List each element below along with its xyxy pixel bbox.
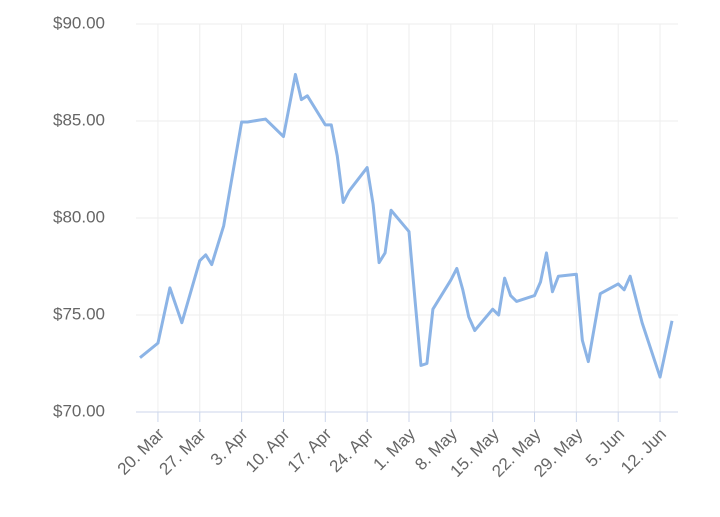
- y-tick-label: $80.00: [53, 207, 105, 226]
- y-tick-label: $75.00: [53, 304, 105, 323]
- y-tick-label: $85.00: [53, 110, 105, 129]
- x-tick-label: 17. Apr: [284, 424, 336, 476]
- x-tick-label: 24. Apr: [326, 424, 378, 476]
- y-tick-label: $70.00: [53, 401, 105, 420]
- x-tick-label: 27. Mar: [156, 424, 210, 478]
- line-series: [139, 72, 674, 379]
- x-tick-label: 10. Apr: [242, 424, 294, 476]
- y-tick-label: $90.00: [53, 13, 105, 32]
- x-tick-label: 1. May: [369, 424, 419, 474]
- x-tick-label: 12. Jun: [617, 425, 670, 478]
